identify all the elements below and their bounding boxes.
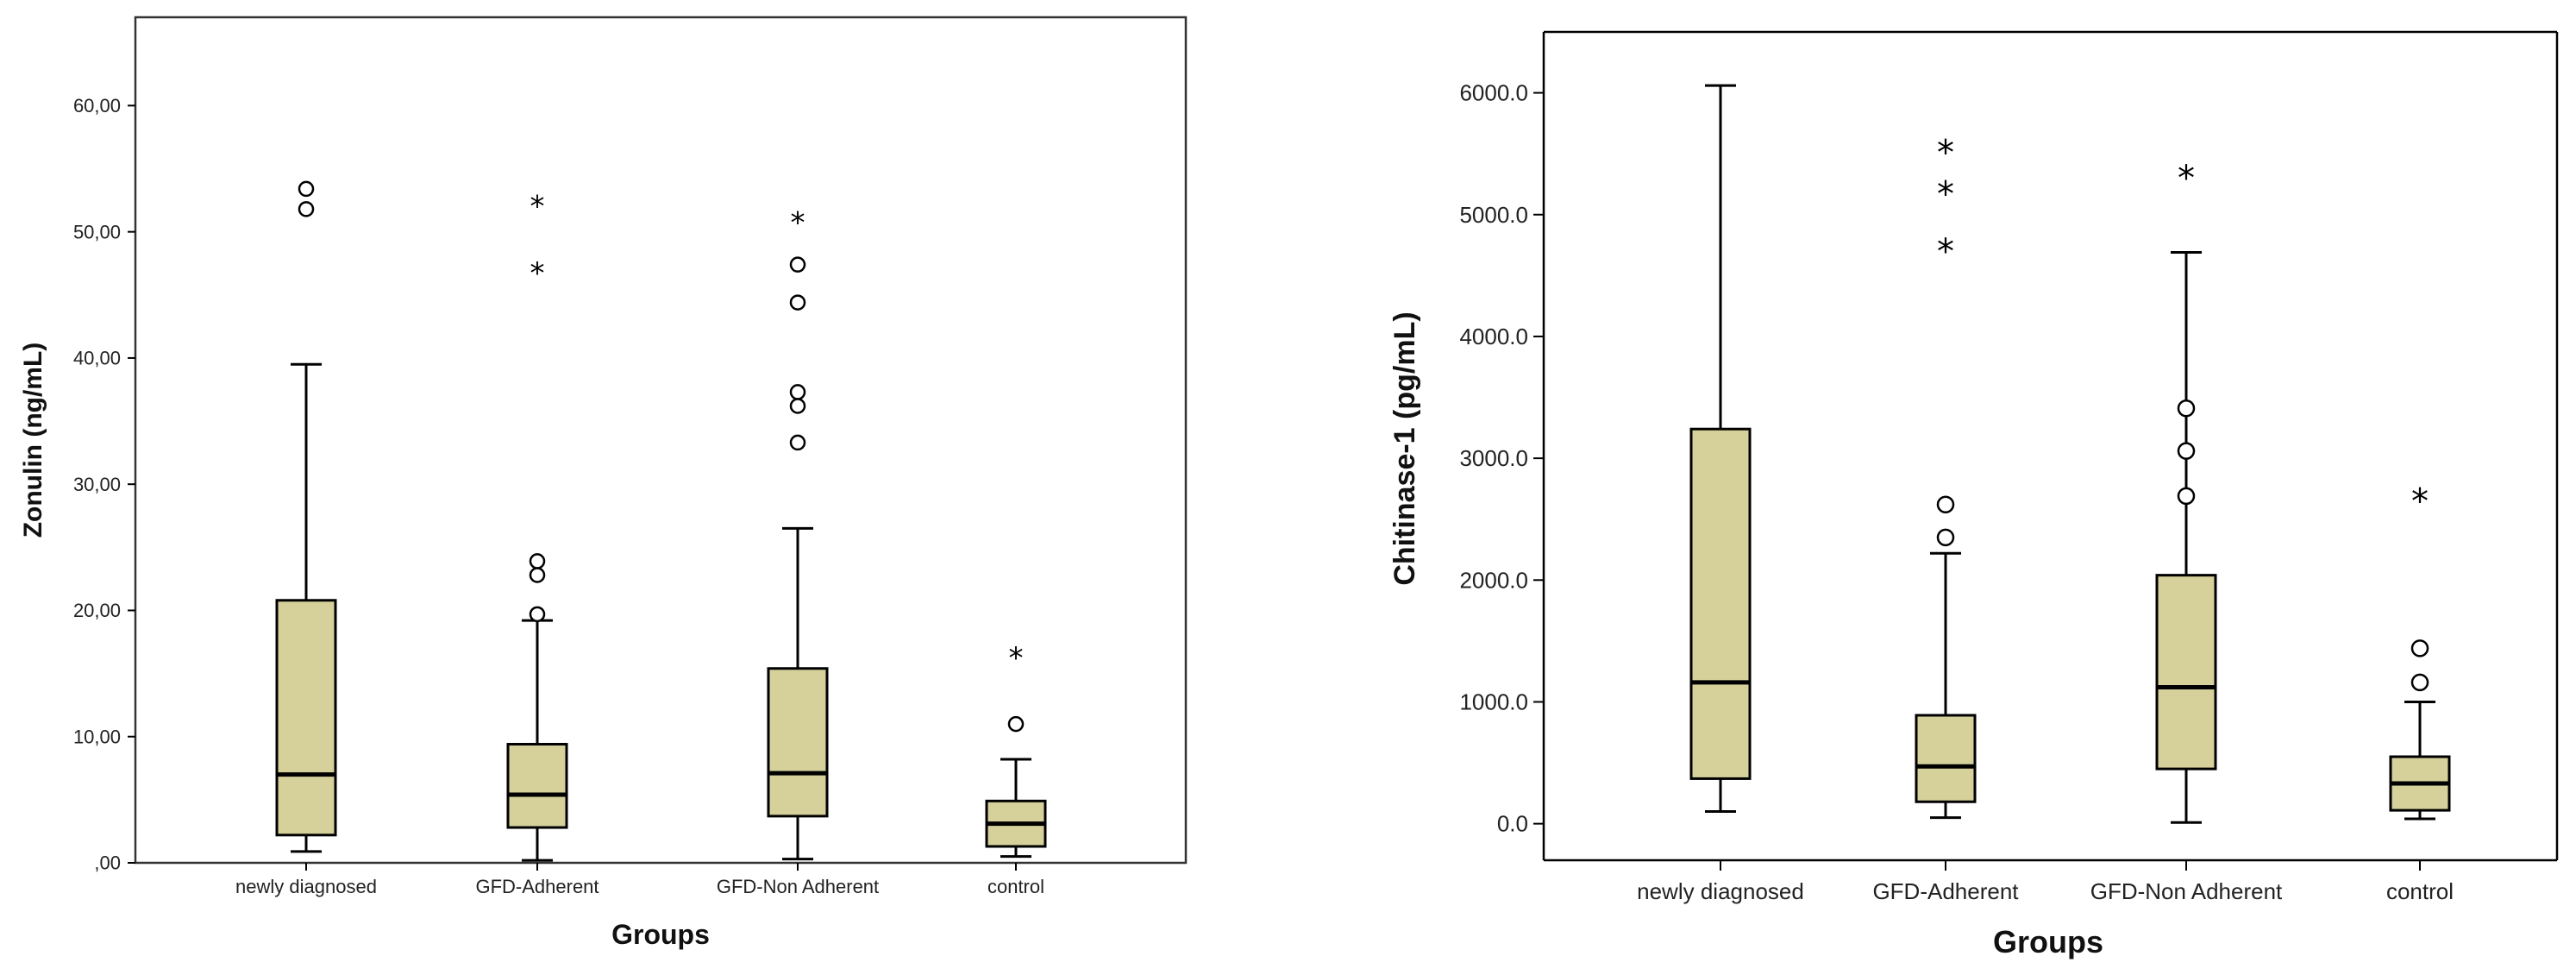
extreme-point: * [2411, 481, 2429, 521]
interquartile-box [506, 743, 568, 829]
outlier-point [529, 567, 546, 583]
extreme-point: * [530, 256, 545, 291]
outlier-point [529, 606, 546, 623]
chitinase-box-3: * [2155, 159, 2217, 824]
chitinase-y-tick-label: 4000.0 [1459, 324, 1528, 349]
chitinase-boxes: ***** [1689, 84, 2451, 824]
chitinase-boxplot-chart: 0.01000.02000.03000.04000.05000.06000.0 … [1388, 30, 2559, 959]
chitinase-y-tick-label: 6000.0 [1459, 80, 1528, 106]
zonulin-y-axis: ,00 10,00 20,00 30,00 40,00 50,00 60,00 [73, 95, 135, 874]
zonulin-y-axis-title: Zonulin (ng/mL) [19, 343, 47, 538]
zonulin-box-2: ** [506, 189, 568, 862]
chitinase-y-axis: 0.0 1000.0 2000.0 3000.0 4000.0 5000.0 6000.0 [1459, 80, 1544, 837]
zonulin-y-tick-label: ,00 [94, 852, 121, 874]
zonulin-x-axis-title: Groups [611, 919, 710, 950]
interquartile-box [1689, 427, 1752, 780]
chitinase-x-axis: newly diagnosed GFD-Adherent GFD-Non Adher… [1637, 860, 2454, 904]
zonulin-category-label: control [987, 876, 1044, 897]
extreme-point: * [1009, 641, 1024, 676]
extreme-point: * [1937, 175, 1954, 215]
interquartile-box [1915, 714, 1977, 803]
zonulin-y-tick-label: 40,00 [73, 348, 121, 369]
extreme-point: * [791, 205, 805, 240]
interquartile-box [2155, 574, 2217, 771]
chitinase-y-tick-label: 1000.0 [1459, 689, 1528, 715]
outlier-point [789, 256, 806, 273]
chitinase-x-axis-title: Groups [1993, 924, 2103, 959]
extreme-point: * [1937, 232, 1954, 272]
outlier-point [2410, 639, 2429, 657]
zonulin-y-tick-label: 10,00 [73, 726, 121, 747]
outlier-point [2177, 442, 2196, 460]
outlier-point [2177, 399, 2196, 418]
chitinase-category-label: control [2386, 878, 2454, 904]
outlier-point [298, 180, 315, 198]
zonulin-category-label: GFD-Non Adherent [717, 876, 879, 897]
outlier-point [1936, 495, 1955, 514]
chitinase-y-tick-label: 2000.0 [1459, 567, 1528, 593]
chitinase-box-4: * [2389, 481, 2451, 821]
interquartile-box [275, 599, 337, 837]
outlier-point [789, 294, 806, 311]
zonulin-boxes: ** ** [275, 180, 1047, 862]
outlier-point [298, 201, 315, 217]
chitinase-box-2: *** [1915, 134, 1977, 820]
zonulin-x-axis: newly diagnosed GFD-Adherent GFD-Non Adher… [235, 863, 1044, 897]
chitinase-box-1 [1689, 84, 1752, 814]
chitinase-category-label: newly diagnosed [1637, 878, 1804, 904]
outlier-point [789, 384, 806, 400]
zonulin-category-label: newly diagnosed [235, 876, 377, 897]
zonulin-y-tick-label: 50,00 [73, 221, 121, 242]
zonulin-category-label: GFD-Adherent [475, 876, 599, 897]
chitinase-y-tick-label: 5000.0 [1459, 202, 1528, 228]
outlier-point [529, 553, 546, 569]
zonulin-plot-frame [134, 16, 1188, 865]
outlier-point [1007, 715, 1025, 733]
outlier-point [1936, 528, 1955, 547]
outlier-point [789, 434, 806, 451]
interquartile-box [767, 667, 829, 818]
zonulin-box-4: * [985, 641, 1047, 859]
chitinase-category-label: GFD-Non Adherent [2090, 878, 2283, 904]
zonulin-y-tick-label: 30,00 [73, 474, 121, 495]
chitinase-y-tick-label: 3000.0 [1459, 445, 1528, 471]
outlier-point [789, 398, 806, 414]
extreme-point: * [2178, 159, 2195, 198]
extreme-point: * [530, 189, 545, 223]
chitinase-y-axis-title: Chitinase-1 (pg/mL) [1388, 311, 1421, 585]
zonulin-boxplot-chart: ,00 10,00 20,00 30,00 40,00 50,00 60,00 newly … [19, 16, 1188, 950]
zonulin-box-1 [275, 180, 337, 853]
zonulin-y-tick-label: 60,00 [73, 95, 121, 116]
chitinase-category-label: GFD-Adherent [1872, 878, 2019, 904]
outlier-point [2410, 673, 2429, 692]
zonulin-y-tick-label: 20,00 [73, 600, 121, 621]
outlier-point [2177, 487, 2196, 506]
zonulin-box-3: * [767, 205, 829, 861]
chitinase-y-tick-label: 0.0 [1497, 811, 1528, 837]
extreme-point: * [1937, 134, 1954, 173]
